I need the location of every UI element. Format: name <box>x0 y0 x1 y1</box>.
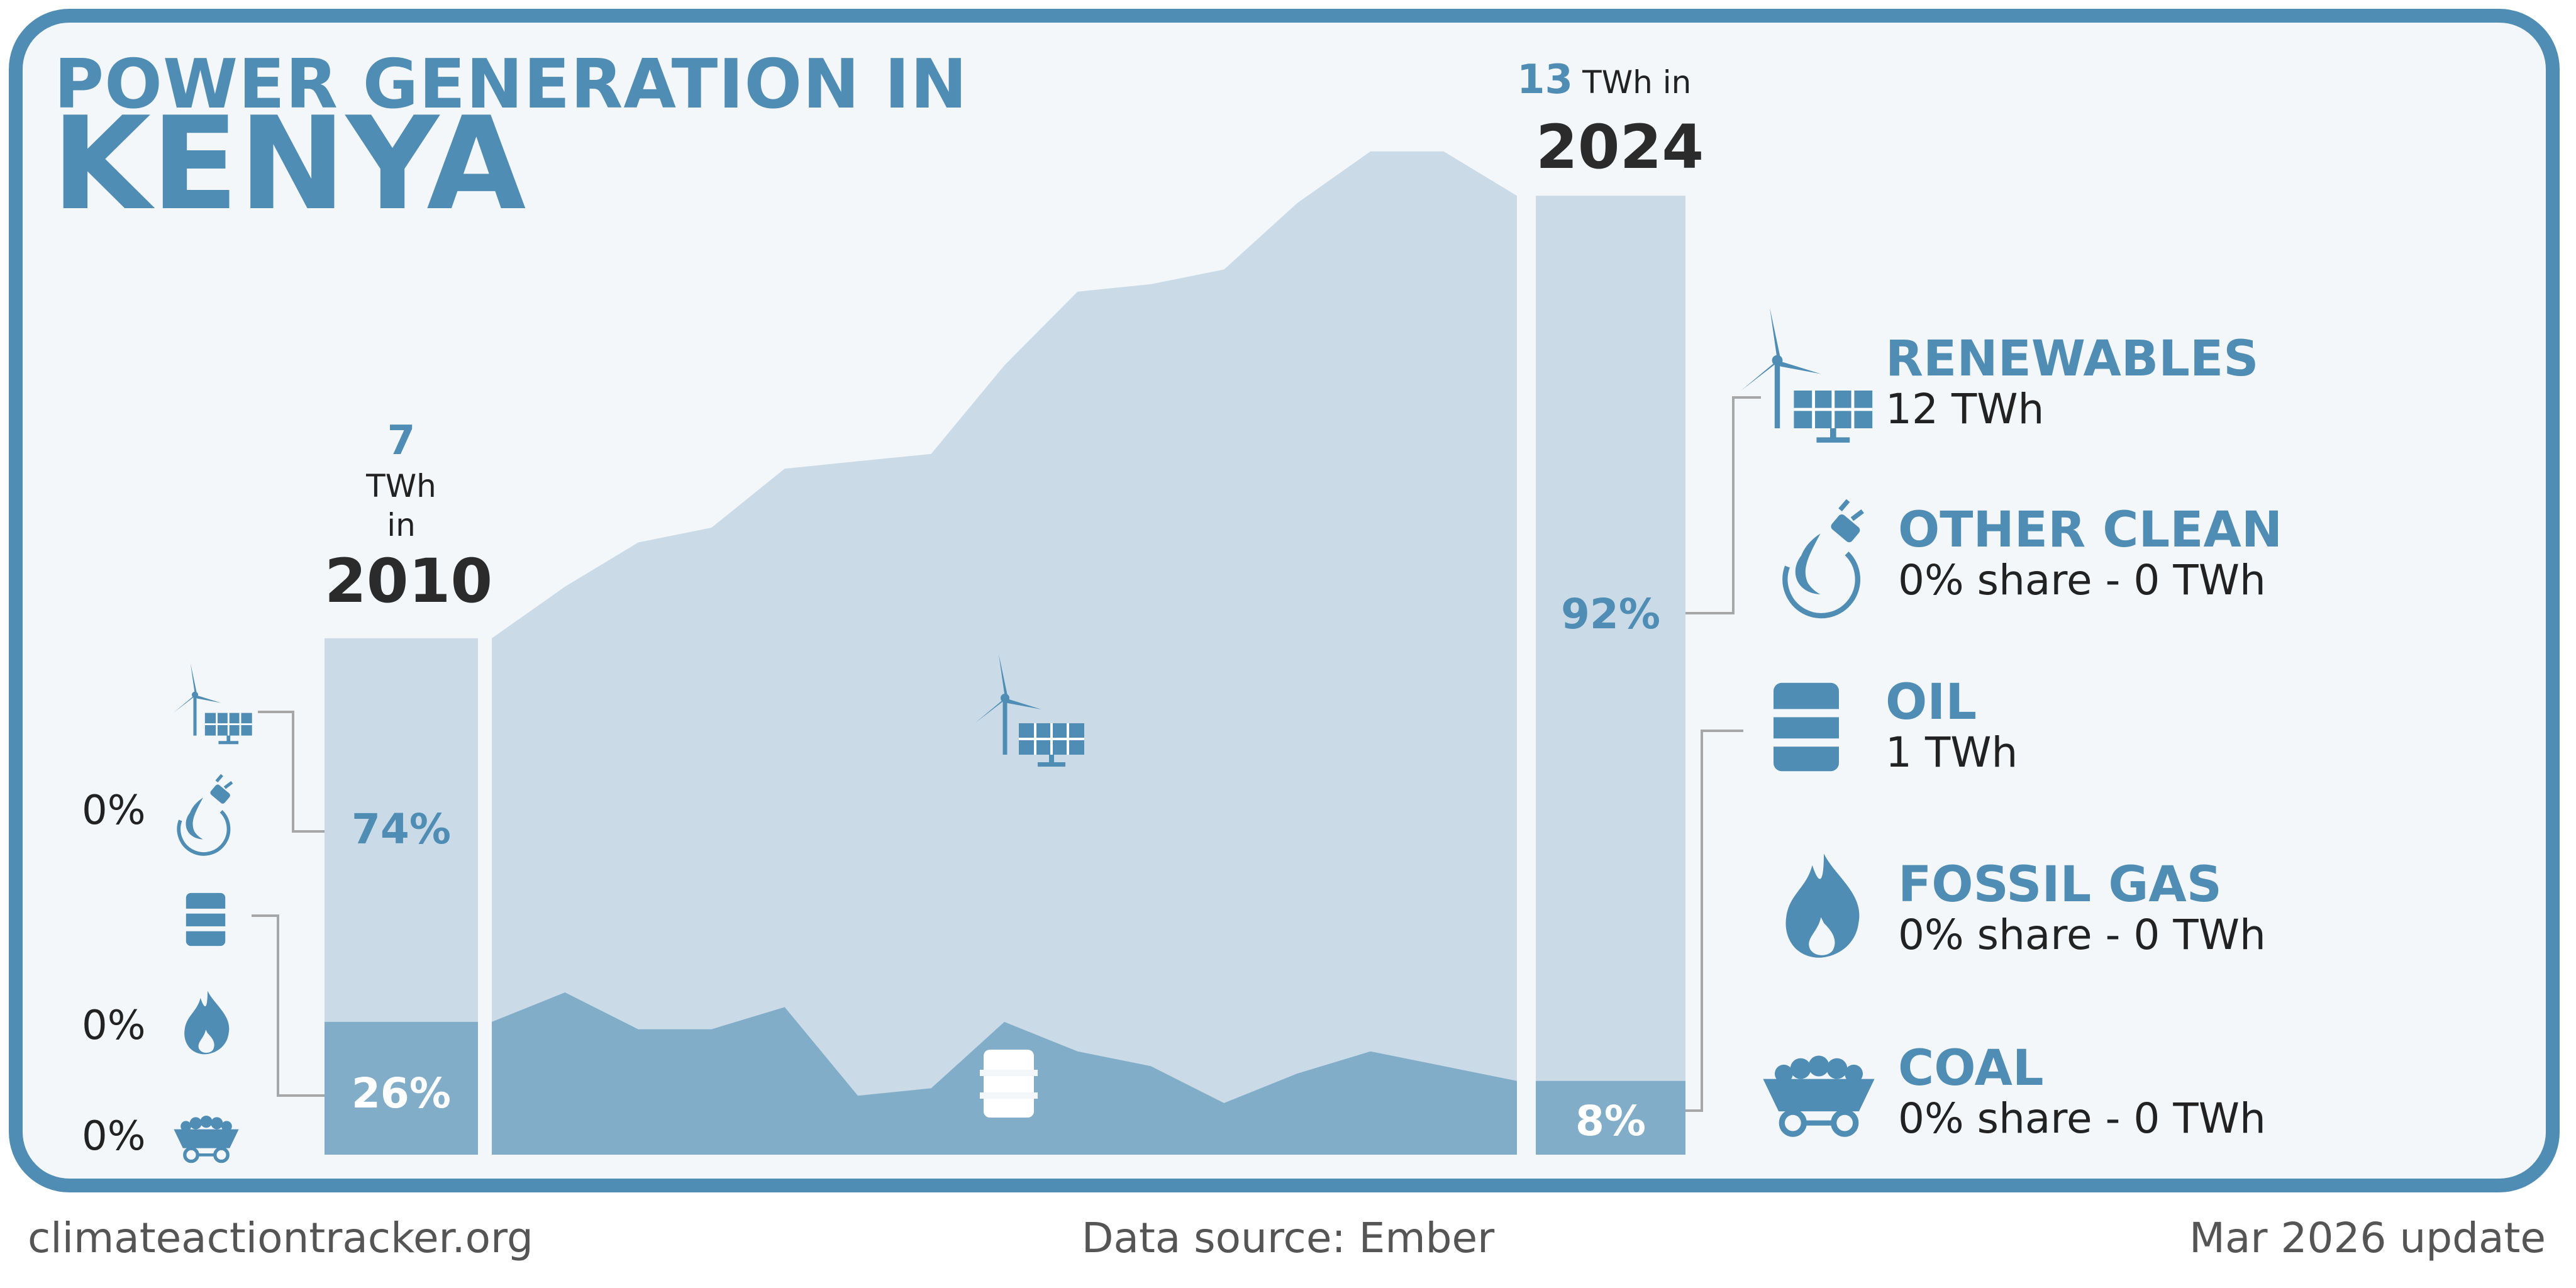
other-clean-icon <box>1785 501 1862 616</box>
area-renewables <box>492 151 1517 1155</box>
area-series-group <box>492 151 1517 1155</box>
end-unit: TWh in <box>1582 64 1692 101</box>
other-clean-value: 0% share - 0 TWh <box>1898 556 2266 604</box>
left-other-clean-icon <box>179 775 232 853</box>
left-connector-oil <box>252 914 325 1097</box>
footer-website[interactable]: climateactiontracker.org <box>28 1214 533 1262</box>
renewables-value: 12 TWh <box>1885 385 2045 433</box>
area-oil-icon <box>980 1050 1038 1118</box>
other-clean-title: OTHER CLEAN <box>1898 502 2283 558</box>
left-coal-value: 0% <box>82 1113 146 1160</box>
coal-value: 0% share - 0 TWh <box>1898 1094 2266 1143</box>
left-gas-flame-icon <box>184 991 230 1055</box>
gas-flame-icon <box>1785 853 1860 958</box>
fossil-gas-title: FOSSIL GAS <box>1898 857 2222 913</box>
start-renewables-share: 74% <box>352 805 451 853</box>
left-other-clean-value: 0% <box>82 787 146 834</box>
renewables-title: RENEWABLES <box>1885 331 2259 387</box>
end-total: 13 <box>1517 57 1574 103</box>
start-total: 7 <box>387 418 416 464</box>
left-fossil-gas-value: 0% <box>82 1002 146 1049</box>
bar-2024-oil <box>1536 1080 1685 1155</box>
left-coal-cart-icon <box>174 1116 238 1162</box>
oil-title: OIL <box>1885 674 1977 731</box>
end-renewables-share: 92% <box>1561 590 1660 638</box>
coal-cart-icon <box>1763 1056 1874 1135</box>
chart-title: POWER GENERATION IN <box>54 45 968 124</box>
start-oil-share: 26% <box>352 1069 451 1118</box>
oil-barrel-icon <box>1768 682 1844 772</box>
end-oil-share: 8% <box>1575 1097 1646 1145</box>
fossil-gas-value: 0% share - 0 TWh <box>1898 911 2266 959</box>
start-in: in <box>387 507 416 543</box>
oil-value: 1 TWh <box>1885 728 2018 777</box>
right-connector-renewables <box>1685 396 1761 614</box>
end-total-line: 13 TWh in <box>1517 57 1691 103</box>
start-unit: TWh <box>366 468 436 504</box>
wind-solar-icon <box>1741 308 1872 443</box>
footer-source: Data source: Ember <box>1081 1214 1495 1262</box>
start-year: 2010 <box>325 546 493 616</box>
end-year: 2024 <box>1536 112 1704 182</box>
chart-title-country: KENYA <box>52 90 526 239</box>
bar-2024-renewables <box>1536 196 1685 1155</box>
left-oil-barrel-icon <box>183 892 228 947</box>
right-connector-oil <box>1685 730 1743 1112</box>
left-wind-solar-icon <box>173 663 252 744</box>
coal-title: COAL <box>1898 1040 2044 1097</box>
footer-update: Mar 2026 update <box>2189 1214 2546 1262</box>
bar-2010-oil <box>325 1021 478 1155</box>
left-connector-renewables <box>258 711 325 833</box>
